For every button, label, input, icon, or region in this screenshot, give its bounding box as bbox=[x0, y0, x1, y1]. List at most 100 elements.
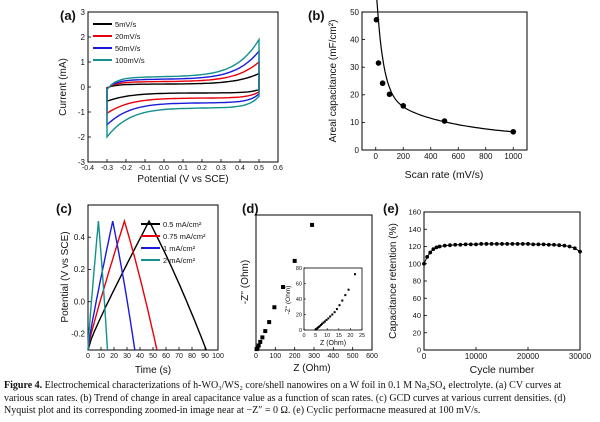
inset-point bbox=[333, 311, 336, 314]
a-xticks-tick-label: 0.5 bbox=[254, 165, 264, 172]
e-xticks-tick-label: 20000 bbox=[517, 352, 540, 361]
retention-point bbox=[567, 244, 572, 249]
e-xticks-tick-label: 0 bbox=[422, 352, 427, 361]
retention-point bbox=[552, 242, 556, 247]
nyquist-point bbox=[292, 258, 297, 263]
panel-a-ylabel: Current (mA) bbox=[58, 58, 69, 116]
d-xticks-tick-label: 200 bbox=[289, 353, 301, 360]
panel-a-xlabel: Potential (V vs SCE) bbox=[137, 174, 228, 185]
inset-y-tick-label: 80 bbox=[296, 266, 302, 272]
b-xticks-tick-label: 400 bbox=[424, 152, 438, 161]
nyquist-point bbox=[256, 343, 261, 348]
e-yticks-tick-label: 0 bbox=[417, 346, 421, 355]
panel-b-frame bbox=[361, 11, 528, 151]
retention-point bbox=[468, 242, 473, 247]
inset-x-tick-label: 0 bbox=[302, 333, 305, 339]
e-yticks-tick-label: 60 bbox=[413, 294, 421, 303]
c-xticks-tick-label: 50 bbox=[149, 353, 157, 360]
b-yticks-tick-label: 10 bbox=[350, 118, 359, 127]
inset-x-tick-label: 20 bbox=[347, 333, 353, 339]
b-yticks-tick-label: 0 bbox=[355, 146, 360, 155]
retention-point bbox=[453, 242, 458, 247]
c-xticks-tick-label: 70 bbox=[175, 353, 183, 360]
inset-point bbox=[354, 273, 357, 276]
retention-point bbox=[484, 242, 489, 246]
e-yticks-tick-label: 140 bbox=[408, 225, 421, 234]
inset-x-tick-label: 5 bbox=[314, 333, 317, 339]
panel-d-inset-y-axis: 0 20 40 60 80 bbox=[296, 266, 306, 334]
data-point-b bbox=[386, 91, 393, 98]
e-yticks-tick-label: 160 bbox=[408, 208, 421, 217]
panel-e-ylabel: Capacitance retention (%) bbox=[388, 223, 399, 339]
retention-point bbox=[572, 246, 577, 251]
panel-d-ylabel: -Z'' (Ohm) bbox=[240, 260, 251, 304]
gcd-curve-3 bbox=[87, 221, 109, 351]
inset-point bbox=[341, 299, 344, 302]
a-yticks-tick-label: 2 bbox=[81, 33, 86, 42]
legend-label-a-1: 20mV/s bbox=[115, 32, 141, 41]
panel-b-y-axis: 0 10 20 30 40 50 bbox=[350, 8, 365, 155]
b-xticks-tick-label: 800 bbox=[479, 152, 493, 161]
panel-b-ylabel: Areal capacitance (mF/cm²) bbox=[328, 20, 339, 143]
retention-point bbox=[428, 250, 433, 255]
retention-point bbox=[578, 249, 582, 254]
inset-point bbox=[331, 313, 334, 316]
d-xticks-tick-label: 300 bbox=[308, 353, 320, 360]
d-xticks-tick-label: 500 bbox=[347, 353, 359, 360]
gcd-curve-2 bbox=[87, 220, 136, 351]
caption-line-1: Electrochemical characterizations of h-W… bbox=[44, 380, 562, 391]
retention-point bbox=[434, 245, 439, 250]
panel-a-y-axis: -3 -2 -1 0 1 2 3 bbox=[78, 8, 91, 167]
nyquist-point bbox=[310, 222, 315, 227]
nyquist-point bbox=[263, 329, 268, 334]
panel-e-x-axis: 0 10000 20000 30000 bbox=[422, 347, 592, 361]
panel-c-legend: 0.5 mA/cm² 0.75 mA/cm² 1 mA/cm² 2 mA/cm² bbox=[141, 220, 206, 265]
retention-point bbox=[458, 242, 463, 247]
c-xticks-tick-label: 30 bbox=[123, 353, 131, 360]
data-point-b bbox=[400, 103, 407, 109]
a-yticks-tick-label: -1 bbox=[78, 108, 86, 117]
retention-point bbox=[536, 242, 541, 247]
panel-c: (c) 0 10 20 30 40 50 60 70 80 90 100 -0.2 0.0 0.2 0.4… bbox=[56, 201, 224, 376]
retention-point bbox=[431, 247, 436, 251]
retention-point bbox=[505, 242, 510, 246]
c-xticks-tick-label: 10 bbox=[97, 353, 105, 360]
d-xticks-tick-label: 0 bbox=[254, 353, 258, 360]
panel-e-frame bbox=[423, 211, 581, 351]
panel-e-series bbox=[422, 242, 582, 266]
a-xticks-tick-label: -0.4 bbox=[82, 165, 94, 172]
legend-label-c-1: 0.75 mA/cm² bbox=[163, 232, 206, 241]
panel-e-y-axis: 0 20 40 60 80 100 120 140 160 bbox=[408, 208, 427, 355]
inset-point bbox=[323, 320, 326, 323]
data-point-b bbox=[441, 118, 448, 124]
panel-d-label: (d) bbox=[242, 201, 259, 216]
panel-b-x-axis: 0 200 400 600 800 1000 bbox=[374, 147, 523, 161]
c-yticks-tick-label: 0.0 bbox=[74, 297, 86, 306]
inset-point bbox=[318, 325, 321, 328]
panel-a-legend: 5mV/s 20mV/s 50mV/s 100mV/s bbox=[93, 20, 145, 65]
inset-point bbox=[327, 317, 330, 320]
inset-y-tick-label: 60 bbox=[296, 282, 302, 288]
panel-d-xlabel: Z (Ohm) bbox=[293, 363, 330, 374]
nyquist-point bbox=[258, 339, 263, 344]
e-yticks-tick-label: 40 bbox=[413, 311, 421, 320]
c-xticks-tick-label: 60 bbox=[162, 353, 170, 360]
panel-d-inset-xlabel: Z (Ohm) bbox=[320, 340, 346, 347]
data-point-b bbox=[510, 128, 517, 135]
panel-c-xlabel: Time (s) bbox=[135, 365, 171, 376]
panel-d-inset: 0 5 10 15 20 25 0 20 40 60 80 Z (Ohm) -Z'' (Ohm) bbox=[285, 266, 365, 347]
panel-d-inset-frame bbox=[303, 267, 363, 331]
c-xticks-tick-label: 0 bbox=[86, 353, 90, 360]
inset-y-tick-label: 0 bbox=[299, 328, 302, 334]
retention-point bbox=[557, 243, 562, 248]
a-xticks-tick-label: -0.1 bbox=[139, 165, 151, 172]
legend-label-a-3: 100mV/s bbox=[115, 56, 145, 65]
inset-point bbox=[338, 304, 341, 307]
retention-point bbox=[437, 244, 442, 249]
data-point-b bbox=[373, 16, 380, 23]
c-xticks-tick-label: 90 bbox=[201, 353, 209, 360]
retention-point bbox=[494, 242, 499, 246]
panel-e-xlabel: Cycle number bbox=[470, 364, 535, 376]
inset-point bbox=[344, 294, 347, 297]
retention-point bbox=[510, 242, 515, 246]
